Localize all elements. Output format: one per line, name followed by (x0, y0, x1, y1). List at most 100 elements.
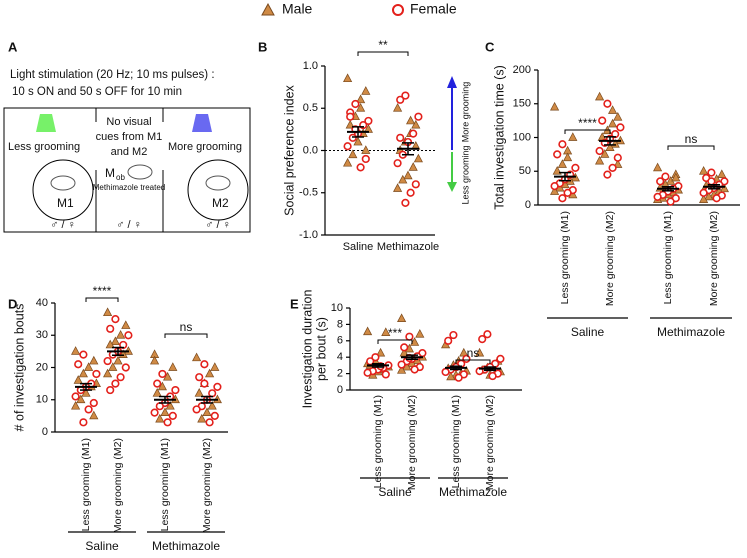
data-point (550, 182, 559, 191)
cage (32, 159, 94, 221)
data-point (661, 172, 670, 181)
data-point (89, 355, 99, 365)
data-point (343, 73, 353, 83)
data-point (410, 337, 420, 346)
y-tick-label: 50 (519, 165, 531, 177)
data-point (707, 168, 716, 177)
legend-label: Female (410, 1, 457, 17)
data-point (400, 343, 409, 352)
data-point (550, 186, 560, 195)
data-point (603, 99, 612, 108)
data-point (563, 152, 573, 162)
data-point (348, 149, 358, 159)
data-point (376, 347, 386, 357)
data-point (699, 166, 709, 175)
data-point (103, 356, 112, 366)
data-point (346, 112, 355, 121)
mouse-label: M2 (212, 196, 229, 210)
data-point (171, 385, 180, 395)
data-point (496, 354, 505, 363)
data-point (213, 382, 222, 391)
y-axis-label: Investigation duration (300, 290, 314, 409)
data-point (356, 103, 366, 112)
data-point (364, 116, 373, 126)
data-point (194, 388, 204, 397)
treatment: Methimazole treated (93, 183, 165, 192)
data-point (195, 373, 204, 382)
data-point (106, 385, 115, 395)
y-tick-label: 4 (337, 351, 343, 363)
data-point (605, 142, 615, 151)
sex: ♂ / ♀ (50, 219, 76, 231)
data-point (553, 150, 562, 159)
data-point (660, 179, 670, 189)
data-point (608, 118, 618, 128)
data-point (103, 368, 113, 378)
significance-bracket (377, 339, 413, 344)
data-point (158, 369, 167, 379)
significance-label: **** (578, 116, 597, 130)
data-point (719, 183, 729, 193)
mouse (50, 175, 76, 191)
arrow-label: Less grooming (460, 145, 470, 204)
side-label: More grooming (168, 141, 242, 153)
light (36, 114, 56, 132)
x-tick-label: Less grooming (M1) (372, 395, 384, 488)
group-label: Saline (378, 485, 412, 499)
y-tick-label: 2 (337, 368, 343, 380)
significance-bracket (85, 297, 119, 302)
data-point (106, 324, 115, 333)
data-point (343, 157, 353, 167)
data-point (202, 407, 212, 416)
data-point (406, 188, 415, 197)
x-tick-label: Less grooming (M1) (159, 438, 171, 531)
data-point (92, 369, 101, 379)
significance-bracket (164, 333, 208, 338)
data-point (210, 411, 219, 420)
y-tick-label: 150 (513, 98, 531, 110)
data-point (598, 116, 607, 125)
center-label: No visual (106, 116, 151, 128)
data-point (150, 355, 160, 365)
data-point (446, 371, 456, 381)
data-point (550, 101, 560, 111)
data-point (656, 177, 665, 186)
y-axis-label: # of investigation bouts (12, 304, 26, 432)
y-axis-label: Total investigation time (s) (492, 65, 506, 210)
significance-label: **** (93, 284, 112, 298)
y-tick-label: 6 (337, 335, 343, 347)
data-point (408, 162, 418, 171)
panel-label: A (8, 39, 18, 54)
data-point (415, 328, 425, 338)
legend-label: Male (282, 1, 313, 17)
data-point (108, 362, 118, 371)
y-tick-label: -0.5 (299, 187, 318, 199)
mouse (205, 175, 231, 191)
data-point (73, 375, 83, 384)
group-label: Methimazole (657, 325, 725, 339)
data-point (111, 379, 120, 388)
y-tick-label: 40 (36, 297, 48, 309)
data-point (410, 365, 419, 374)
data-point (351, 99, 360, 109)
data-point (704, 191, 714, 201)
data-point (595, 155, 605, 165)
data-point (398, 174, 408, 184)
data-point (397, 365, 407, 374)
data-point (397, 313, 407, 323)
mouse-label: M (105, 166, 115, 180)
data-point (488, 371, 497, 381)
data-point (353, 136, 363, 146)
y-tick-label: 1.0 (303, 60, 318, 72)
data-point (155, 402, 164, 411)
data-point (558, 194, 567, 203)
data-point (105, 339, 115, 349)
data-point (121, 363, 130, 372)
data-point (613, 153, 622, 162)
data-point (116, 373, 125, 382)
data-point (348, 133, 357, 142)
data-point (113, 355, 123, 365)
data-point (168, 362, 178, 371)
data-point (205, 418, 214, 427)
data-point (600, 149, 610, 158)
